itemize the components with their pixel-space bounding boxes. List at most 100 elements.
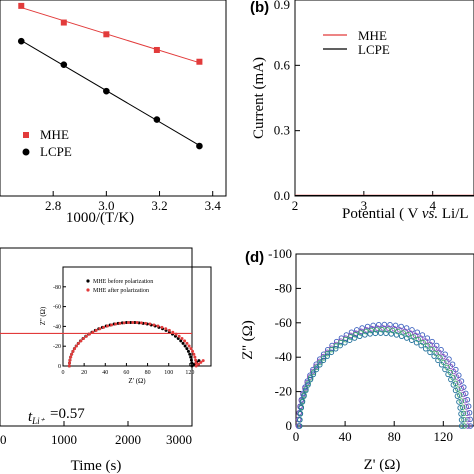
nyquist-point bbox=[351, 335, 358, 341]
panel-a-xtick-label: 3.0 bbox=[98, 198, 114, 213]
inset-point-after bbox=[197, 362, 201, 366]
nyquist-point bbox=[467, 423, 474, 429]
nyquist-point bbox=[356, 333, 363, 340]
nyquist-point bbox=[377, 330, 384, 336]
nyquist-point bbox=[383, 330, 389, 337]
nyquist-point bbox=[307, 376, 314, 383]
nyquist-point bbox=[299, 399, 306, 405]
nyquist-point bbox=[418, 342, 424, 349]
nyquist-point bbox=[398, 323, 404, 330]
nyquist-point bbox=[333, 343, 339, 349]
legend-mhe-label: MHE bbox=[40, 127, 69, 142]
inset-point-after bbox=[98, 327, 102, 331]
nyquist-point bbox=[398, 333, 405, 340]
nyquist-point bbox=[359, 325, 365, 331]
nyquist-point bbox=[408, 337, 415, 343]
inset-point-after bbox=[177, 334, 181, 338]
inset-point-before bbox=[183, 344, 187, 348]
inset-point-after bbox=[185, 341, 189, 345]
inset-point-after bbox=[201, 359, 205, 363]
nyquist-point bbox=[342, 339, 348, 346]
nyquist-point bbox=[467, 416, 473, 423]
inset-point-after bbox=[135, 321, 139, 325]
nyquist-point bbox=[364, 323, 371, 330]
inset-point-after bbox=[114, 322, 118, 326]
nyquist-point bbox=[458, 411, 464, 417]
inset-point-before bbox=[186, 349, 190, 353]
inset-xtick-label: 80 bbox=[145, 370, 151, 376]
nyquist-point bbox=[440, 353, 446, 360]
panel-c-inset: Z'' (Ω) Z' (Ω) MHE before polarization M… bbox=[39, 266, 212, 385]
inset-point-before bbox=[189, 355, 193, 359]
nyquist-point bbox=[445, 371, 451, 378]
nyquist-point bbox=[436, 349, 442, 356]
panel-c-xtick-label: 2000 bbox=[115, 432, 141, 447]
inset-point-after bbox=[194, 361, 198, 365]
panel-a: 1000/(T/K) MHE LCPE 2.8 3.0 3.2 3.4 bbox=[0, 0, 227, 226]
panel-b-xtick-label: 2 bbox=[292, 198, 299, 213]
data-point-lcpe bbox=[103, 87, 110, 95]
nyquist-point bbox=[346, 337, 353, 343]
nyquist-point bbox=[454, 393, 461, 399]
legend-mhe-label: MHE bbox=[358, 28, 387, 43]
inset-legend-after-marker bbox=[86, 288, 90, 292]
inset-ytick-label: -80 bbox=[53, 285, 61, 291]
nyquist-point bbox=[324, 350, 331, 357]
nyquist-point bbox=[297, 411, 304, 417]
panel-c-annotation: =0.57 bbox=[50, 406, 85, 422]
nyquist-point bbox=[332, 346, 339, 352]
panel-b-ylabel: Current (mA) bbox=[251, 57, 267, 139]
nyquist-point bbox=[405, 332, 412, 338]
inset-point-before bbox=[190, 361, 194, 365]
inset-legend-after: MHE after polarization bbox=[93, 287, 149, 294]
inset-point-after bbox=[106, 324, 110, 328]
inset-point-after bbox=[189, 347, 193, 351]
panel-c-xtick-label: 1000 bbox=[51, 432, 77, 447]
nyquist-point bbox=[367, 331, 373, 337]
nyquist-point bbox=[328, 349, 335, 356]
inset-point-before bbox=[185, 347, 189, 351]
nyquist-point bbox=[338, 339, 344, 346]
panel-a-legend: MHE LCPE bbox=[22, 127, 72, 159]
panel-d-xtick-label: 40 bbox=[339, 429, 352, 444]
nyquist-point bbox=[376, 321, 382, 328]
panel-a-xtick-label: 3.2 bbox=[151, 198, 167, 213]
nyquist-point bbox=[403, 325, 410, 331]
nyquist-point bbox=[435, 357, 441, 364]
nyquist-point bbox=[296, 423, 303, 429]
inset-point-before bbox=[189, 358, 193, 362]
nyquist-point bbox=[458, 385, 465, 392]
nyquist-point bbox=[462, 397, 468, 404]
nyquist-point bbox=[464, 396, 471, 403]
nyquist-point bbox=[465, 403, 472, 409]
nyquist-point bbox=[373, 327, 380, 333]
panel-d-tag: (d) bbox=[245, 249, 264, 266]
nyquist-point bbox=[392, 322, 399, 329]
inset-xtick-label: 20 bbox=[81, 370, 87, 376]
panel-a-xlabel: 1000/(T/K) bbox=[66, 210, 134, 226]
nyquist-point bbox=[313, 366, 320, 373]
inset-point-after bbox=[102, 325, 106, 329]
nyquist-point bbox=[414, 329, 421, 335]
panel-d-frame bbox=[295, 253, 474, 427]
inset-point-after bbox=[194, 358, 198, 362]
nyquist-point bbox=[450, 368, 457, 375]
data-point-lcpe bbox=[17, 37, 25, 45]
inset-point-after bbox=[199, 360, 203, 364]
panel-d-xlabel: Z' (Ω) bbox=[364, 457, 401, 473]
panel-a-xtick-label: 2.8 bbox=[45, 198, 61, 213]
inset-point-after bbox=[118, 321, 122, 325]
nyquist-point bbox=[465, 423, 471, 429]
panel-c-frame bbox=[0, 247, 193, 427]
nyquist-point bbox=[464, 416, 471, 423]
inset-point-after bbox=[67, 361, 71, 365]
data-point-lcpe bbox=[196, 142, 203, 150]
inset-ytick-label: 0 bbox=[58, 364, 61, 370]
inset-point-after bbox=[156, 324, 160, 328]
nyquist-point bbox=[438, 362, 445, 368]
nyquist-point bbox=[458, 423, 465, 429]
nyquist-point bbox=[461, 416, 467, 423]
nyquist-point bbox=[463, 404, 469, 410]
panel-c: Time (s) tLi⁺ =0.57 Z'' (Ω) Z' (Ω) MHE b… bbox=[0, 247, 212, 474]
inset-legend-before: MHE before polarization bbox=[93, 278, 153, 285]
